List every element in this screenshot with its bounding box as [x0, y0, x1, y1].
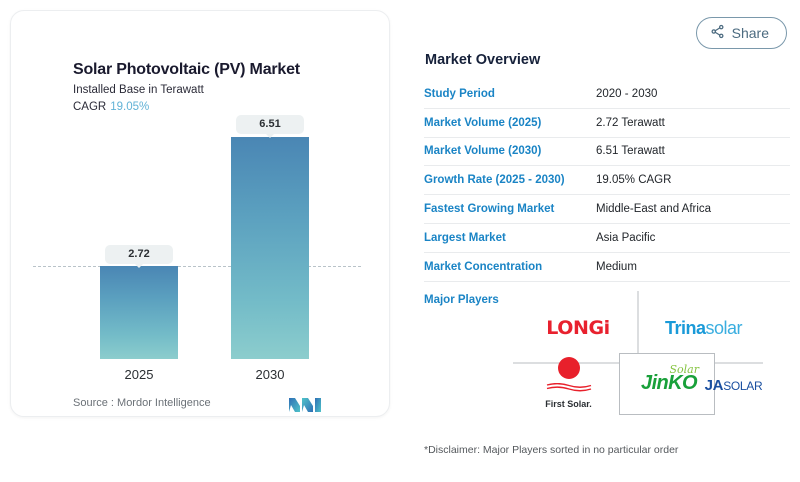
share-button[interactable]: Share [695, 17, 787, 49]
bar-2025[interactable] [100, 266, 178, 359]
player-logo-jasolar[interactable]: JASOLAR [691, 371, 776, 399]
bar-value-label-2030: 6.51 [236, 115, 304, 138]
waves-icon [546, 382, 591, 392]
chart-subtitle: Installed Base in Terawatt [73, 84, 204, 96]
mordor-intelligence-logo [288, 397, 322, 413]
table-row: Market Concentration Medium [424, 253, 790, 282]
source-name: Mordor Intelligence [117, 397, 211, 409]
market-overview-title: Market Overview [425, 52, 541, 68]
row-label: Growth Rate (2025 - 2030) [424, 174, 565, 187]
players-disclaimer: *Disclaimer: Major Players sorted in no … [424, 444, 679, 456]
player-logo-longi[interactable]: LONGi [523, 311, 633, 345]
table-row: Market Volume (2030) 6.51 Terawatt [424, 138, 790, 167]
jinko-logo-mark: JinKO Solar [641, 363, 699, 395]
trina-logo-text-a: Trina [664, 317, 706, 338]
firstsolar-logo-mark: First Solar. [545, 357, 592, 409]
bar-chart-plot: 2.72 6.51 2025 2030 [11, 11, 389, 416]
table-row: Growth Rate (2025 - 2030) 19.05% CAGR [424, 166, 790, 196]
row-label: Fastest Growing Market [424, 203, 555, 216]
row-label: Largest Market [424, 231, 506, 244]
row-value: Middle-East and Africa [596, 203, 712, 216]
jasolar-logo-text-b: SOLAR [723, 378, 763, 393]
sun-icon [557, 357, 580, 379]
row-value: Asia Pacific [596, 231, 656, 244]
cagr-value: 19.05% [110, 101, 150, 113]
row-value: 19.05% CAGR [596, 174, 672, 187]
bar-2030[interactable] [231, 137, 309, 359]
row-value: 6.51 Terawatt [596, 145, 665, 158]
firstsolar-logo-text: First Solar. [545, 399, 592, 409]
row-label: Market Volume (2025) [424, 116, 542, 129]
chart-title: Solar Photovoltaic (PV) Market [73, 61, 300, 78]
table-row: Market Volume (2025) 2.72 Terawatt [424, 109, 790, 138]
bar-value-label-2025: 2.72 [105, 245, 173, 268]
major-players-grid: LONGi Trinasolar First Solar. JinKO Sola… [513, 291, 763, 415]
trina-logo-text: Trinasolar [664, 317, 743, 339]
reference-dashed-line [33, 266, 361, 267]
row-value: 2020 - 2030 [596, 87, 658, 100]
jasolar-logo-text-a: JA [704, 376, 724, 394]
cagr-label: CAGR [73, 101, 107, 113]
row-label: Market Concentration [424, 260, 543, 273]
jinko-logo-text-b: Solar [669, 362, 699, 376]
table-row: Study Period 2020 - 2030 [424, 80, 790, 109]
x-axis-tick-2025: 2025 [124, 367, 154, 382]
player-logo-firstsolar[interactable]: First Solar. [521, 357, 616, 409]
longi-logo-text: LONGi [546, 317, 610, 339]
player-logo-trinasolar[interactable]: Trinasolar [646, 311, 761, 345]
share-icon [710, 24, 725, 42]
source-label: Source : [73, 397, 114, 409]
trina-logo-text-b: solar [705, 317, 743, 338]
player-logo-jinkosolar[interactable]: JinKO Solar [621, 359, 717, 407]
row-value: 2.72 Terawatt [596, 116, 665, 129]
major-players-label: Major Players [424, 294, 499, 306]
row-label: Market Volume (2030) [424, 145, 542, 158]
row-value: Medium [596, 260, 637, 273]
share-button-label: Share [731, 25, 769, 41]
chart-card: Solar Photovoltaic (PV) Market Installed… [10, 10, 390, 417]
chart-cagr: CAGR 19.05% [73, 101, 149, 113]
market-overview-table: Study Period 2020 - 2030 Market Volume (… [424, 80, 790, 282]
jasolar-logo-text: JASOLAR [705, 377, 763, 394]
x-axis-tick-2030: 2030 [255, 367, 285, 382]
table-row: Largest Market Asia Pacific [424, 224, 790, 253]
chart-source: Source : Mordor Intelligence [73, 397, 211, 409]
row-label: Study Period [424, 87, 495, 100]
jinko-highlight-box [619, 353, 715, 415]
table-row: Fastest Growing Market Middle-East and A… [424, 195, 790, 224]
jinko-logo-text-a: JinKO [641, 371, 698, 394]
